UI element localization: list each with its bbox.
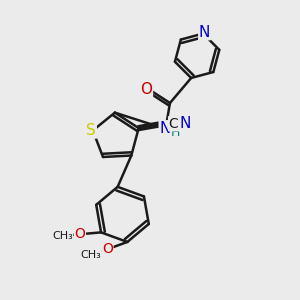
Text: O: O <box>102 242 113 256</box>
Text: S: S <box>86 123 96 138</box>
Text: H: H <box>170 126 180 139</box>
Text: O: O <box>74 227 86 241</box>
Text: N: N <box>179 116 191 131</box>
Text: O: O <box>140 82 152 97</box>
Text: CH₃: CH₃ <box>52 231 73 241</box>
Text: CH₃: CH₃ <box>80 250 101 260</box>
Text: N: N <box>159 121 171 136</box>
Text: N: N <box>199 25 210 40</box>
Text: C: C <box>169 117 178 131</box>
